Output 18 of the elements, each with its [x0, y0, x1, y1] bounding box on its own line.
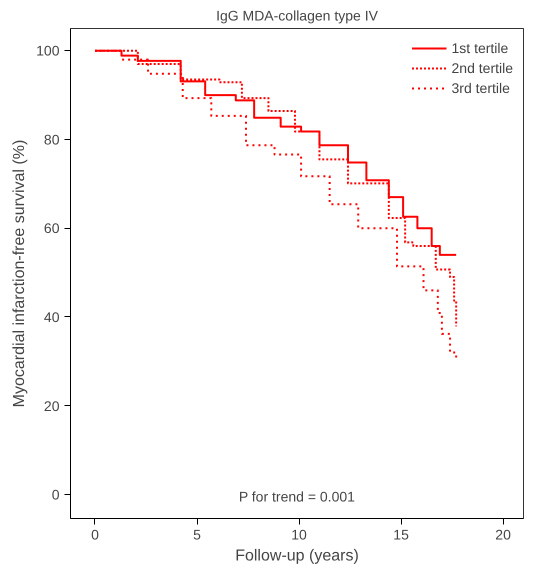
- x-axis-title: Follow-up (years): [235, 548, 359, 564]
- x-tick-label: 5: [193, 526, 202, 542]
- annotation: P for trend = 0.001: [238, 488, 356, 504]
- y-tick-label: 20: [44, 398, 60, 414]
- y-axis-title: Myocardial infarction-free survival (%): [11, 140, 28, 408]
- y-tick-label: 40: [44, 308, 60, 325]
- x-tick-label: 0: [91, 526, 100, 542]
- x-tick-label: 10: [291, 526, 308, 542]
- legend-label: 1st tertile: [452, 40, 508, 56]
- x-tick-label: 20: [495, 526, 512, 542]
- y-tick-label: 100: [36, 42, 60, 59]
- legend-label: 2nd tertile: [452, 60, 513, 76]
- x-tick-label: 15: [393, 526, 410, 542]
- y-tick-label: 80: [44, 131, 60, 148]
- chart-title: IgG MDA-collagen type IV: [216, 8, 379, 24]
- legend-label: 3rd tertile: [452, 80, 510, 96]
- y-tick-label: 60: [44, 220, 60, 236]
- y-tick-label: 0: [52, 486, 60, 503]
